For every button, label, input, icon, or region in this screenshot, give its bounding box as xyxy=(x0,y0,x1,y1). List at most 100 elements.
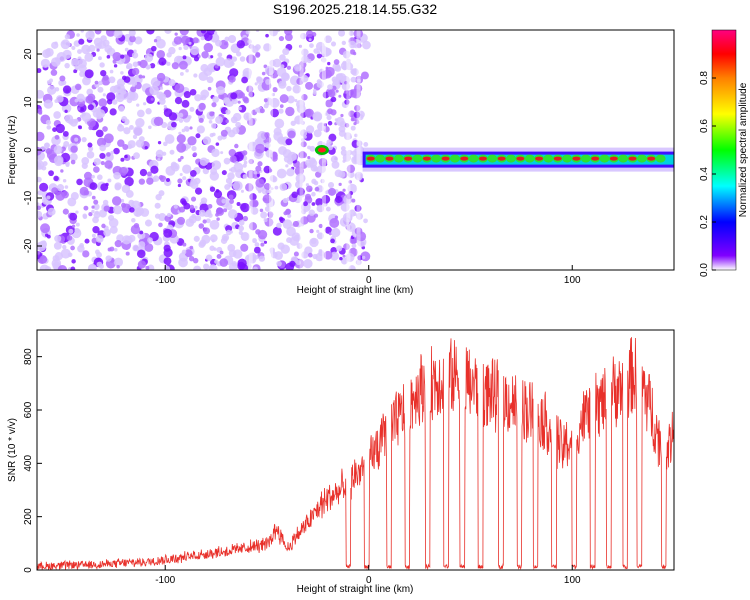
noise-blob xyxy=(93,199,99,205)
noise-blob xyxy=(274,118,285,129)
noise-blob xyxy=(70,159,76,165)
noise-blob xyxy=(291,191,298,199)
noise-blob xyxy=(136,103,140,107)
noise-blob xyxy=(353,111,361,119)
noise-blob xyxy=(74,65,80,71)
noise-blob xyxy=(103,133,114,144)
noise-blob xyxy=(195,133,201,139)
noise-blob xyxy=(158,57,167,66)
band-segment xyxy=(636,154,647,163)
noise-blob xyxy=(350,76,357,83)
noise-blob xyxy=(37,108,43,114)
noise-blob xyxy=(354,204,362,212)
noise-blob xyxy=(123,127,131,135)
noise-blob xyxy=(351,243,357,249)
noise-blob xyxy=(183,44,189,51)
noise-blob xyxy=(355,212,364,220)
noise-blob xyxy=(47,85,57,95)
noise-blob xyxy=(174,96,183,105)
noise-blob xyxy=(178,257,188,268)
noise-blob xyxy=(84,69,94,79)
noise-blob xyxy=(154,202,161,209)
noise-blob xyxy=(117,139,125,147)
noise-blob xyxy=(336,72,347,83)
noise-blob xyxy=(256,76,262,83)
noise-blob xyxy=(307,252,313,258)
noise-blob xyxy=(263,165,272,174)
noise-blob xyxy=(189,170,197,177)
peak-core xyxy=(317,147,326,153)
noise-blob xyxy=(108,218,119,228)
noise-blob xyxy=(138,241,146,249)
noise-blob xyxy=(178,60,188,70)
noise-blob xyxy=(144,219,152,227)
noise-blob xyxy=(216,86,225,95)
noise-blob xyxy=(230,92,238,100)
noise-blob xyxy=(99,152,106,159)
noise-blob xyxy=(330,109,337,116)
noise-blob xyxy=(276,138,282,143)
noise-blob xyxy=(71,45,76,50)
colorbar-tick-label: 0.2 xyxy=(699,215,710,229)
noise-blob xyxy=(245,183,254,192)
noise-blob xyxy=(209,234,218,243)
noise-blob xyxy=(37,205,42,210)
noise-blob xyxy=(340,113,344,118)
noise-blob xyxy=(326,114,332,121)
noise-blob xyxy=(223,97,231,105)
noise-blob xyxy=(126,143,133,150)
band-segment xyxy=(375,154,386,163)
noise-blob xyxy=(299,32,307,40)
noise-blob xyxy=(174,83,185,94)
noise-blob xyxy=(134,36,143,45)
noise-blob xyxy=(81,157,90,165)
noise-blob xyxy=(178,118,184,123)
noise-blob xyxy=(143,102,147,106)
band-hotspot xyxy=(422,156,431,161)
noise-blob xyxy=(106,30,116,37)
noise-blob xyxy=(306,185,313,193)
y-tick-label: 600 xyxy=(23,401,34,418)
noise-blob xyxy=(87,104,94,111)
noise-blob xyxy=(120,71,124,75)
noise-blob xyxy=(81,44,91,55)
noise-blob xyxy=(46,195,51,200)
noise-blob xyxy=(196,125,205,134)
noise-blob xyxy=(153,39,158,43)
noise-blob xyxy=(224,36,230,42)
noise-blob xyxy=(174,32,178,36)
noise-blob xyxy=(121,184,131,194)
noise-blob xyxy=(229,155,237,163)
noise-blob xyxy=(318,157,328,167)
noise-blob xyxy=(238,219,245,226)
noise-blob xyxy=(132,83,136,87)
noise-blob xyxy=(139,168,148,177)
noise-blob xyxy=(126,97,133,104)
noise-blob xyxy=(261,71,266,76)
noise-blob xyxy=(213,31,218,35)
noise-blob xyxy=(263,218,268,223)
noise-blob xyxy=(279,94,289,104)
snr-x-ticks: -100 0 100 xyxy=(155,565,581,586)
noise-blob xyxy=(294,166,305,176)
noise-blob xyxy=(184,249,193,258)
noise-blob xyxy=(191,145,197,152)
noise-blob xyxy=(70,192,79,201)
noise-blob xyxy=(64,34,70,40)
noise-blob xyxy=(45,119,52,126)
noise-blob xyxy=(298,44,303,48)
noise-blob xyxy=(234,143,239,149)
noise-blob xyxy=(306,213,316,223)
noise-blob xyxy=(295,66,300,70)
noise-blob xyxy=(84,52,94,62)
noise-blob xyxy=(255,165,262,172)
noise-blob xyxy=(130,86,137,93)
noise-blob xyxy=(223,157,231,165)
noise-blob xyxy=(244,254,254,264)
noise-blob xyxy=(150,165,159,174)
noise-blob xyxy=(103,228,111,237)
noise-blob xyxy=(211,123,217,129)
noise-blob xyxy=(138,178,146,185)
noise-blob xyxy=(88,211,93,217)
noise-blob xyxy=(210,55,214,59)
